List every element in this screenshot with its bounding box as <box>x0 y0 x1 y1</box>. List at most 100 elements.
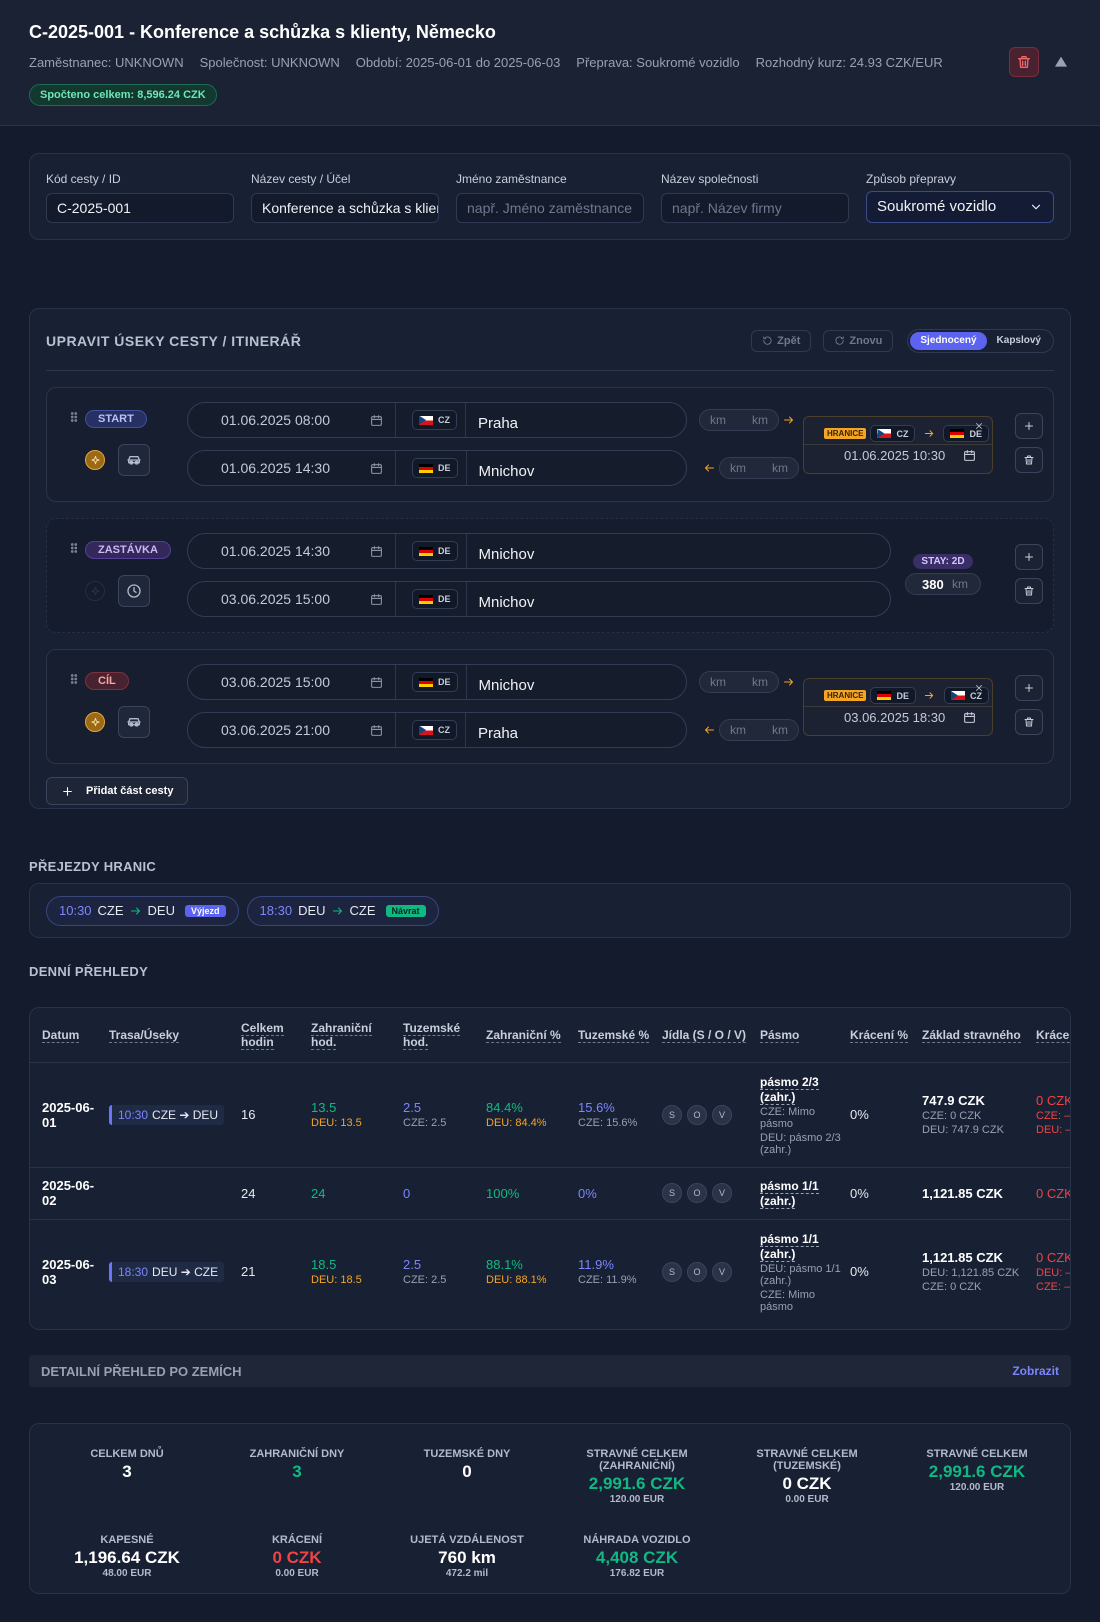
vehicle-button[interactable] <box>118 706 150 738</box>
border-datetime[interactable]: 03.06.2025 18:30 <box>804 707 992 725</box>
add-button[interactable] <box>1015 544 1043 570</box>
text-input[interactable]: např. Jméno zaměstnance <box>456 193 644 223</box>
datetime-input[interactable]: 03.06.2025 15:00 <box>188 582 396 616</box>
summary-item: CELKEM DNŮ 3 <box>42 1448 212 1520</box>
summary-item: KAPESNÉ 1,196.64 CZK 48.00 EUR <box>42 1534 212 1594</box>
summary-value: 0 <box>462 1462 472 1481</box>
add-button[interactable] <box>1015 413 1043 439</box>
border-remove[interactable] <box>974 683 984 693</box>
drag-handle-shape <box>70 681 74 684</box>
km-input[interactable]: km km <box>719 457 799 479</box>
auto-button[interactable] <box>85 450 105 470</box>
legs: 01.06.2025 08:00 CZ Praha km km 01.06.2025 14… <box>187 396 799 486</box>
calendar-icon-shape <box>371 545 382 551</box>
summary-item: STRAVNÉ CELKEM (TUZEMSKÉ) 0 CZK 0.00 EUR <box>722 1448 892 1520</box>
trip-meta: Zaměstnanec: UNKNOWN Společnost: UNKNOWN O… <box>29 55 1071 70</box>
drag-handle-shape <box>70 543 78 553</box>
datetime-input[interactable]: 01.06.2025 14:30 <box>188 534 396 568</box>
domestic_pct-cell: 15.6% CZE: 15.6% <box>578 1062 662 1168</box>
summary-item: NÁHRADA VOZIDLO 4,408 CZK 176.82 EUR <box>552 1534 722 1594</box>
reduction-pct: 0% <box>850 1264 869 1280</box>
column-label: Tuzemské hod. <box>403 1020 461 1050</box>
crossing-from: CZE <box>97 903 124 918</box>
km-input[interactable]: km km <box>699 671 779 693</box>
show-button[interactable]: Zobrazit <box>1012 1364 1059 1378</box>
summary-label: STRAVNÉ CELKEM (ZAHRANIČNÍ) <box>586 1448 688 1472</box>
stay-button[interactable] <box>118 575 150 607</box>
km-placeholder: km <box>710 413 726 427</box>
km-input[interactable]: km km <box>699 409 779 431</box>
datetime-input[interactable]: 01.06.2025 08:00 <box>188 403 396 437</box>
foreign_pct-main: 84.4% <box>486 1100 523 1115</box>
pad <box>30 1219 42 1324</box>
date-cell: 2025-06-01 <box>42 1062 109 1168</box>
date-cell: 2025-06-02 <box>42 1167 109 1220</box>
text-input[interactable]: C-2025-001 <box>46 193 234 223</box>
meta-item: Společnost: UNKNOWN <box>199 55 340 70</box>
meal-toggle[interactable]: S <box>662 1261 682 1282</box>
undo-button[interactable]: Zpět <box>751 329 812 352</box>
text-input[interactable]: např. Název firmy <box>661 193 849 223</box>
plus-icon-shape <box>63 786 72 796</box>
foreign_hours-sub: DEU: 18.5 <box>311 1274 362 1287</box>
datetime-input[interactable]: 01.06.2025 14:30 <box>188 451 396 485</box>
arrow-in-shape <box>705 726 714 734</box>
km-input[interactable]: km km <box>719 719 799 741</box>
auto-button[interactable] <box>85 712 105 732</box>
delete-button[interactable] <box>1015 447 1043 473</box>
km-unit: km <box>752 675 768 689</box>
view-mode[interactable]: Kapslový <box>996 334 1041 346</box>
domestic_pct-cell: 0% <box>578 1167 662 1220</box>
auto-button[interactable] <box>85 581 105 601</box>
datetime: 03.06.2025 21:00 <box>221 722 330 738</box>
meta-item: Přeprava: Soukromé vozidlo <box>576 55 740 70</box>
leg-input: 03.06.2025 15:00 DE Mnichov <box>187 664 687 700</box>
datetime-input[interactable]: 03.06.2025 15:00 <box>188 665 396 699</box>
add-button[interactable] <box>1015 675 1043 701</box>
meal-toggle[interactable]: S <box>662 1104 682 1125</box>
reduction-sub: CZE: – <box>1036 1281 1071 1294</box>
vehicle-button[interactable] <box>118 444 150 476</box>
base-main: 1,121.85 CZK <box>922 1185 1003 1201</box>
delete-button[interactable] <box>1015 709 1043 735</box>
delete-trip-button[interactable] <box>1009 47 1039 77</box>
summary-sub: 176.82 EUR <box>609 1567 665 1579</box>
column-label: Krácení <box>1036 1027 1070 1043</box>
column-header: Základ stravného <box>922 1008 1036 1063</box>
text-input[interactable]: Konference a schůzka s klienty, Německo <box>251 193 439 223</box>
calendar-icon-shape <box>371 593 382 599</box>
stay-km[interactable]: 380 km <box>905 573 981 595</box>
column-header: Trasa/Úseky <box>109 1008 241 1063</box>
add-segment-button[interactable]: Přidat část cesty <box>46 777 189 805</box>
meal-toggle[interactable]: O <box>687 1183 707 1203</box>
view-mode[interactable]: Sjednocený <box>910 331 987 350</box>
border-datetime[interactable]: 01.06.2025 10:30 <box>804 445 992 463</box>
crossing-from: DEU <box>298 903 326 918</box>
collapse-button[interactable] <box>1053 54 1069 70</box>
border-remove-shape <box>976 685 982 691</box>
delete-button[interactable] <box>1015 578 1043 604</box>
datetime-input[interactable]: 03.06.2025 21:00 <box>188 713 396 747</box>
base-sub: CZE: 0 CZK <box>922 1110 982 1122</box>
meal-toggle[interactable]: S <box>662 1183 682 1203</box>
country-detail-title: DETAILNÍ PŘEHLED PO ZEMÍCH <box>41 1363 242 1379</box>
crossing-to: CZE <box>349 903 376 918</box>
meal-toggle[interactable]: V <box>712 1104 732 1125</box>
border-crossings-title: PŘEJEZDY HRANIC <box>29 859 157 874</box>
crossing-tag: Výjezd <box>185 904 226 917</box>
meal-toggle[interactable]: V <box>712 1183 732 1203</box>
border-remove[interactable] <box>974 421 984 431</box>
redo-button[interactable]: Znovu <box>823 329 894 352</box>
domestic_pct-sub: CZE: 11.9% <box>578 1274 637 1287</box>
km-placeholder: km <box>730 461 746 475</box>
trip-title: C-2025-001 - Konference a schůzka s klie… <box>29 22 496 42</box>
add-button-shape <box>1025 684 1033 692</box>
column-label: Trasa/Úseky <box>109 1027 180 1043</box>
meal-toggle[interactable]: V <box>712 1261 732 1282</box>
summary-item: ZAHRANIČNÍ DNY 3 <box>212 1448 382 1520</box>
meal-toggle[interactable]: O <box>687 1104 707 1125</box>
select[interactable]: Soukromé vozidlo <box>866 191 1054 223</box>
drag-handle-shape <box>70 543 74 546</box>
meal-toggle[interactable]: O <box>687 1261 707 1282</box>
